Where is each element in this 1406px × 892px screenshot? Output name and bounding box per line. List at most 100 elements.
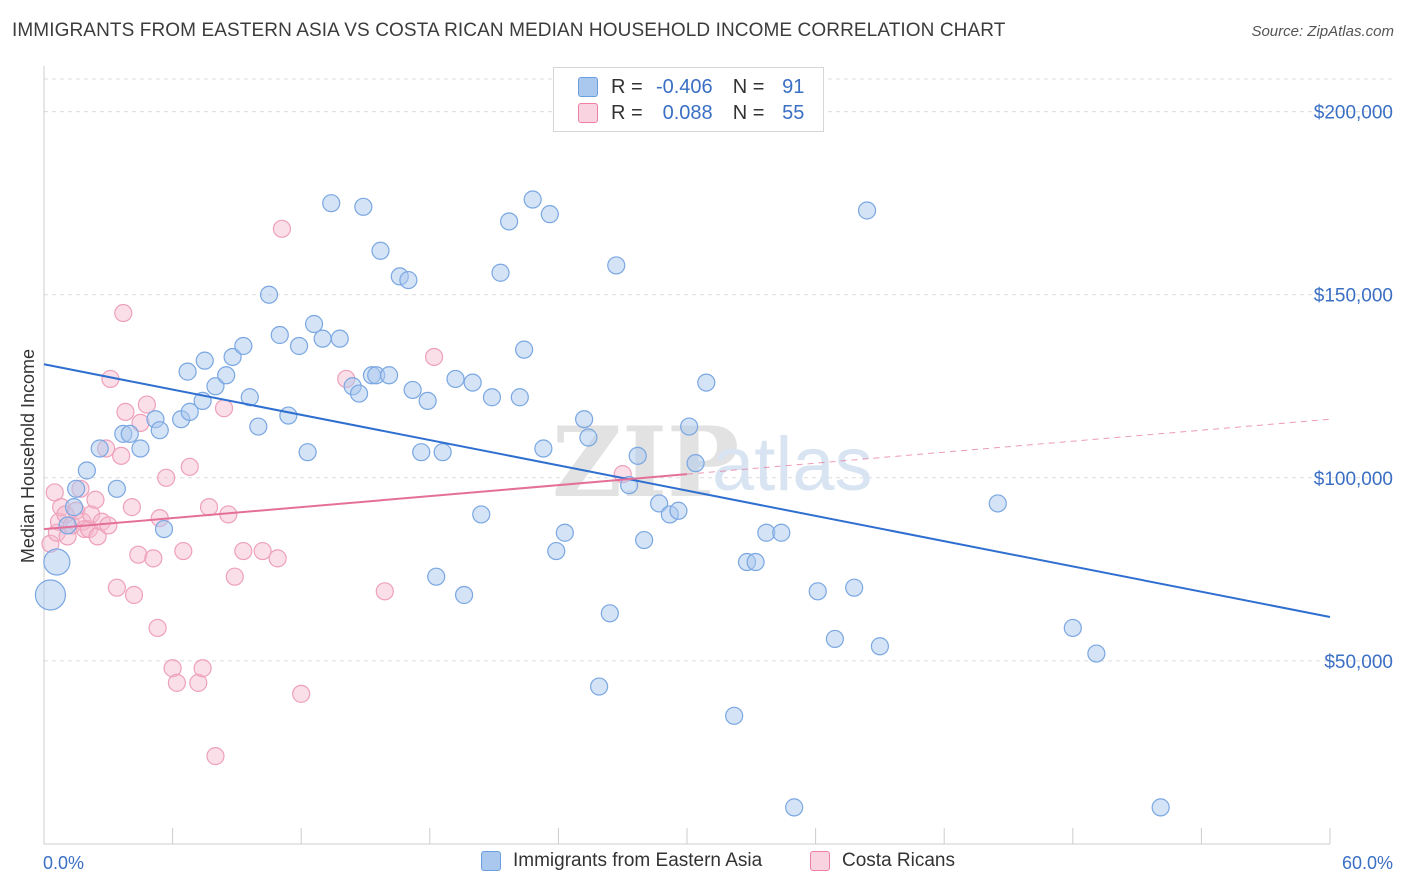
series-legend: Immigrants from Eastern Asia Costa Rican…: [0, 850, 1406, 878]
data-point-costa-ricans: [107, 578, 126, 597]
data-point-costa-ricans: [129, 545, 148, 564]
data-point-costa-ricans: [144, 549, 163, 568]
data-point-immigrants: [178, 362, 197, 381]
data-point-costa-ricans: [124, 585, 144, 605]
data-point-immigrants: [259, 285, 279, 304]
data-point-immigrants: [107, 479, 126, 498]
data-point-immigrants: [354, 197, 373, 216]
source-label: Source: ZipAtlas.com: [1251, 23, 1394, 40]
data-point-costa-ricans: [157, 468, 176, 487]
legend-n-label: N =: [732, 101, 765, 124]
data-point-immigrants: [90, 439, 109, 458]
data-point-immigrants: [313, 329, 332, 348]
data-point-immigrants: [234, 336, 253, 356]
data-point-immigrants: [289, 336, 309, 356]
data-point-immigrants: [304, 314, 324, 334]
data-point-costa-ricans: [174, 541, 193, 561]
data-point-immigrants: [463, 373, 482, 392]
data-point-costa-ricans: [268, 549, 287, 568]
data-point-immigrants: [330, 329, 349, 348]
data-point-costa-ricans: [137, 395, 156, 414]
data-point-immigrants: [725, 706, 744, 725]
legend-swatch-pink: [578, 103, 598, 123]
data-point-immigrants: [555, 523, 574, 542]
data-point-immigrants: [491, 263, 510, 282]
data-point-costa-ricans: [199, 498, 219, 517]
data-point-immigrants: [454, 585, 474, 605]
data-point-immigrants: [686, 454, 705, 473]
data-point-immigrants: [680, 417, 699, 436]
data-point-costa-ricans: [114, 303, 133, 323]
data-point-immigrants: [270, 325, 289, 345]
data-point-immigrants: [500, 212, 519, 231]
data-point-immigrants: [1151, 798, 1170, 817]
data-point-immigrants: [988, 494, 1007, 513]
data-point-immigrants: [482, 388, 502, 407]
legend-r-label: R =: [611, 101, 643, 124]
data-point-immigrants: [399, 270, 418, 290]
legend-n-label: N =: [732, 75, 765, 98]
y-tick-label: $150,000: [1314, 286, 1393, 307]
data-point-immigrants: [43, 548, 71, 576]
data-point-immigrants: [34, 579, 67, 611]
data-point-immigrants: [547, 541, 566, 561]
data-point-costa-ricans: [99, 516, 118, 535]
data-point-immigrants: [746, 552, 765, 572]
data-point-costa-ricans: [82, 505, 101, 524]
data-point-costa-ricans: [88, 527, 107, 546]
data-point-immigrants: [77, 461, 96, 480]
data-point-immigrants: [120, 424, 139, 443]
y-tick-label: $50,000: [1324, 652, 1393, 673]
data-point-immigrants: [322, 194, 341, 213]
data-point-immigrants: [433, 443, 452, 462]
data-point-immigrants: [870, 637, 890, 656]
trend-line-costa-ricans-extension: [686, 418, 1331, 475]
legend-swatch-blue: [481, 851, 501, 871]
data-point-immigrants: [58, 516, 77, 535]
series-immigrants-eastern-asia: [34, 190, 1170, 817]
data-point-costa-ricans: [424, 347, 444, 367]
data-point-immigrants: [515, 340, 534, 359]
chart-title: IMMIGRANTS FROM EASTERN ASIA VS COSTA RI…: [12, 20, 1006, 41]
data-point-immigrants: [808, 582, 827, 601]
data-point-immigrants: [1063, 618, 1082, 638]
legend-r-value: -0.406: [655, 75, 713, 98]
data-point-immigrants: [845, 578, 864, 597]
data-point-immigrants: [590, 677, 609, 696]
data-point-costa-ricans: [214, 399, 234, 418]
series-costa-ricans: [41, 219, 632, 766]
data-point-costa-ricans: [225, 567, 244, 586]
data-point-immigrants: [223, 347, 242, 367]
data-point-immigrants: [607, 256, 626, 275]
data-point-immigrants: [131, 439, 150, 458]
legend-row-blue: R = -0.406 N = 91: [578, 75, 804, 99]
x-tick-label-max: 60.0%: [1342, 853, 1393, 873]
data-point-costa-ricans: [234, 541, 253, 561]
x-tick-label-min: 0.0%: [43, 853, 84, 873]
legend-item-immigrants: Immigrants from Eastern Asia: [481, 850, 762, 872]
data-point-costa-ricans: [193, 659, 212, 678]
data-point-immigrants: [195, 351, 214, 370]
data-point-immigrants: [523, 190, 542, 209]
data-point-costa-ricans: [122, 498, 141, 517]
data-point-immigrants: [534, 439, 553, 458]
data-point-costa-ricans: [86, 490, 105, 509]
data-point-immigrants: [64, 498, 84, 517]
y-tick-labels: $50,000 $100,000 $150,000 $200,000: [1314, 103, 1393, 673]
data-point-immigrants: [150, 421, 169, 440]
data-point-immigrants: [279, 406, 298, 425]
legend-label-costa-ricans: Costa Ricans: [842, 850, 955, 871]
legend-swatch-blue: [578, 77, 598, 97]
data-point-immigrants: [825, 629, 844, 649]
data-point-immigrants: [67, 479, 86, 498]
data-point-immigrants: [650, 494, 669, 513]
data-point-immigrants: [418, 391, 437, 411]
correlation-legend: R = -0.406 N = 91 R = 0.088 N = 55: [553, 67, 824, 132]
data-point-costa-ricans: [375, 582, 394, 601]
data-point-costa-ricans: [206, 747, 225, 766]
legend-n-value: 55: [782, 101, 805, 124]
data-point-immigrants: [240, 388, 259, 407]
watermark-atlas: atlas: [712, 422, 873, 507]
data-point-immigrants: [379, 366, 399, 385]
